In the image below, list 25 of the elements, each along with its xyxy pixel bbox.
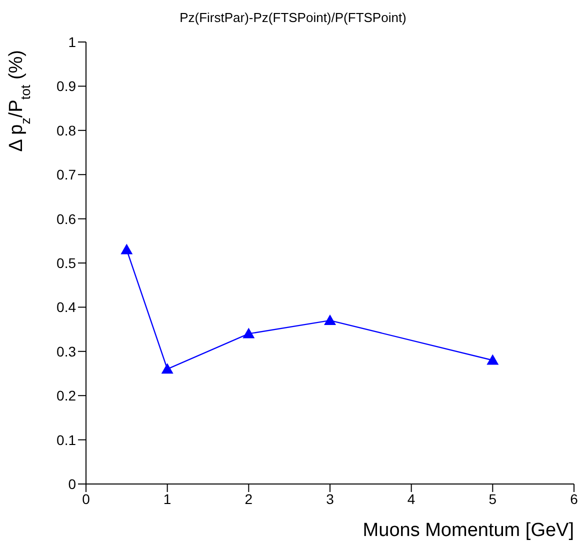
- y-tick-label: 0.6: [56, 210, 76, 227]
- point: [161, 363, 174, 374]
- x-tick-label: 1: [163, 490, 172, 507]
- x-tick-label: 0: [82, 490, 90, 507]
- x-tick-label: 6: [570, 490, 578, 507]
- x-tick-label: 2: [244, 490, 253, 507]
- y-tick-label: 0.2: [56, 388, 76, 404]
- y-tick-label: 0.5: [56, 254, 76, 271]
- y-tick-label: 0.9: [56, 78, 76, 94]
- y-tick-label: 0.3: [56, 343, 76, 360]
- x-tick-label: 3: [326, 490, 334, 507]
- y-tick-label: 1: [68, 34, 76, 50]
- point: [120, 244, 133, 254]
- y-tick-label: 0.4: [56, 299, 76, 316]
- y-tick-label: 0: [68, 476, 76, 492]
- point: [324, 314, 336, 325]
- x-tick-label: 4: [407, 490, 416, 507]
- point: [242, 328, 255, 338]
- x-tick-label: 5: [488, 490, 497, 507]
- y-tick-label: 0.7: [56, 166, 76, 183]
- y-tick-label: 0.8: [56, 122, 76, 138]
- point: [486, 354, 499, 365]
- x-axis-title: Muons Momentum [GeV]: [362, 520, 574, 541]
- chart-title: Pz(FirstPar)-Pz(FTSPoint)/P(FTSPoint): [180, 10, 406, 25]
- y-tick-label: 0.1: [56, 432, 76, 448]
